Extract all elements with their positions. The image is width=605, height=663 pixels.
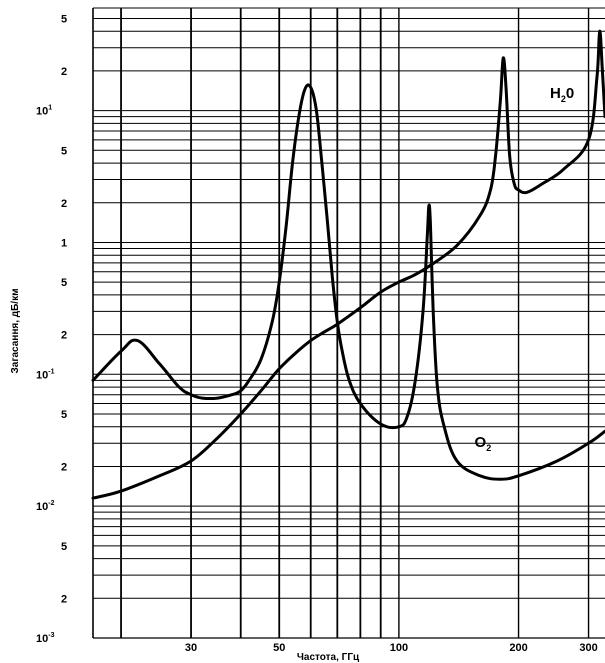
series-labels: O2 H20 — [475, 85, 575, 453]
y-tick-label: 2 — [61, 461, 67, 473]
y-tick-label: 101 — [36, 105, 52, 118]
y-tick-label: 10-2 — [36, 500, 55, 513]
y-tick-label: 2 — [61, 198, 67, 210]
y-axis-ticks: 5 2 101 5 2 1 5 2 10-1 5 2 10-2 5 2 10-3 — [36, 13, 67, 645]
series-h2o-label: H20 — [550, 85, 574, 104]
y-tick-label: 5 — [61, 13, 67, 25]
y-tick-label: 2 — [61, 330, 67, 342]
x-tick-label: 50 — [273, 642, 285, 654]
y-tick-label: 5 — [61, 277, 67, 289]
series-o2-line — [91, 83, 605, 481]
x-tick-label: 200 — [509, 642, 527, 654]
grid — [92, 7, 605, 639]
x-tick-label: 100 — [390, 642, 408, 654]
y-axis-title: Загасання, дБ/км — [10, 289, 21, 374]
series-o2-label: O2 — [475, 434, 492, 453]
y-tick-label: 1 — [61, 237, 67, 249]
y-tick-label: 5 — [61, 409, 67, 421]
y-tick-label: 5 — [61, 145, 67, 157]
y-tick-label: 2 — [61, 593, 67, 605]
x-tick-label: 30 — [185, 642, 197, 654]
series-lines — [91, 29, 605, 500]
y-tick-label: 10-3 — [36, 632, 55, 645]
y-tick-label: 2 — [61, 66, 67, 78]
series-h2o-line — [91, 29, 605, 500]
x-tick-label: 300 — [579, 642, 597, 654]
y-tick-label: 5 — [61, 541, 67, 553]
x-axis-ticks: 30 50 100 200 300 — [185, 642, 598, 654]
y-tick-label: 10-1 — [36, 368, 55, 381]
x-axis-title: Частота, ГГц — [297, 652, 360, 663]
